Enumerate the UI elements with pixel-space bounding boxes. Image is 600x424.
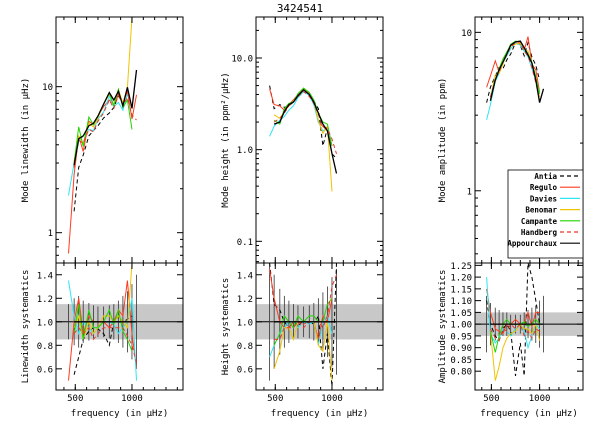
legend-label-benomar: Benomar — [525, 206, 557, 215]
legend-label-davies: Davies — [530, 194, 557, 203]
linewidth-frame — [55, 16, 184, 264]
linewidth-ytick-label: 1 — [48, 229, 53, 239]
height-sys-plot-area — [256, 263, 383, 387]
amplitude-panel: 1 10 Mode amplitude (in ppm) Antia Regulo Dav… — [438, 16, 584, 264]
amplitude-sys-ytick-label: 1.20 — [450, 274, 472, 284]
amplitude-sys-ytick-label: 1.05 — [450, 309, 472, 319]
linewidth-sys-frame — [55, 262, 184, 391]
linewidth-sys-ylabel: Linewidth systematics — [21, 270, 31, 384]
amplitude-sys-ytick-label: 0.80 — [450, 368, 472, 378]
amplitude-plot-area — [486, 36, 545, 121]
linewidth-plot-area — [68, 17, 138, 254]
linewidth-sys-ytick-label: 1.4 — [37, 271, 53, 281]
linewidth-sys-plot-area — [56, 263, 183, 381]
height-series-appourchaux — [273, 88, 338, 174]
amplitude-sys-plot-area — [475, 263, 583, 381]
amplitude-sys-xlabel: frequency (in μHz) — [480, 409, 578, 419]
linewidth-sys-ytick-label: 0.6 — [37, 365, 53, 375]
legend-label-campante: Campante — [521, 217, 558, 226]
height-sys-frame — [255, 262, 384, 391]
amplitude-sys-panel: 0.80 0.85 0.90 0.951.00 1.05 1.10 1.151.20 1.25… — [438, 262, 584, 419]
amplitude-sys-ylabel: Amplitude systematics — [438, 270, 448, 384]
amplitude-series-handberg — [489, 41, 541, 100]
amplitude-sys-ytick-label: 1.10 — [450, 297, 472, 307]
linewidth-panel: 1 10 Mode linewidth (in μHz) — [21, 16, 184, 264]
height-sys-ytick-label: 0.6 — [237, 365, 253, 375]
height-series-handberg — [273, 90, 337, 154]
height-ytick-label: 10.0 — [231, 54, 253, 64]
linewidth-sys-ytick-label: 0.8 — [37, 342, 53, 352]
linewidth-series-appourchaux — [73, 69, 138, 166]
amplitude-ytick-label: 1 — [467, 187, 472, 197]
linewidth-ytick-label: 10 — [42, 83, 53, 93]
legend: Antia Regulo Davies Benomar Campante Handberg… — [507, 169, 584, 259]
height-sys-xtick-label: 500 — [267, 394, 283, 404]
linewidth-ylabel: Mode linewidth (in μHz) — [21, 78, 31, 203]
amplitude-series-appourchaux — [489, 40, 545, 103]
legend-label-antia: Antia — [534, 172, 557, 181]
height-series-benomar — [273, 88, 333, 192]
linewidth-sys-xtick-label: 1000 — [121, 394, 143, 404]
linewidth-series-regulo — [68, 89, 137, 254]
amplitude-sys-ytick-label: 1.00 — [450, 321, 472, 331]
amplitude-series-antia — [486, 40, 541, 103]
linewidth-series-antia — [73, 89, 128, 212]
height-sys-ytick-label: 1.0 — [237, 318, 253, 328]
amplitude-sys-xtick-label: 500 — [483, 394, 499, 404]
amplitude-ylabel: Mode amplitude (in ppm) — [438, 78, 448, 203]
linewidth-sys-xtick-label: 500 — [67, 394, 83, 404]
height-frame — [255, 16, 384, 264]
height-series-campante — [273, 87, 333, 147]
height-ytick-label: 1.0 — [237, 146, 253, 156]
legend-label-handberg: Handberg — [521, 228, 558, 237]
height-sys-xtick-label: 1000 — [321, 394, 343, 404]
linewidth-sys-panel: 0.6 0.8 1.0 1.2 1.4 500 1000 Linewidth systemat… — [21, 262, 184, 419]
amplitude-ytick-label: 10 — [461, 29, 472, 39]
amplitude-sys-ytick-label: 0.85 — [450, 356, 472, 366]
linewidth-series-benomar — [73, 17, 133, 161]
height-sys-ytick-label: 1.2 — [237, 295, 253, 305]
height-sys-ytick-label: 1.4 — [237, 271, 253, 281]
height-plot-area — [269, 85, 338, 192]
amplitude-sys-xtick-label: 1000 — [529, 394, 551, 404]
amplitude-sys-series-handberg — [489, 323, 540, 342]
amplitude-sys-series-benomar — [489, 322, 541, 381]
amplitude-sys-ytick-label: 0.95 — [450, 332, 472, 342]
legend-label-regulo: Regulo — [530, 183, 558, 192]
height-sys-series-regulo — [269, 268, 333, 340]
height-sys-ytick-label: 0.8 — [237, 342, 253, 352]
height-sys-ylabel: Height systematics — [221, 278, 231, 376]
amplitude-sys-frame — [474, 262, 584, 391]
height-sys-series-handberg — [274, 274, 337, 340]
linewidth-sys-series-handberg — [73, 326, 137, 364]
figure-title: 3424541 — [277, 2, 323, 15]
height-sys-xlabel: frequency (in μHz) — [271, 409, 369, 419]
legend-label-appourchaux: Appourchaux — [507, 239, 557, 248]
height-ylabel: Mode height (in ppm²/μHz) — [221, 72, 231, 207]
amplitude-sys-ytick-label: 1.15 — [450, 285, 472, 295]
linewidth-series-handberg — [73, 94, 137, 168]
amplitude-sys-ytick-label: 1.25 — [450, 262, 472, 272]
amplitude-sys-series-antia — [486, 263, 541, 376]
linewidth-sys-xlabel: frequency (in μHz) — [71, 409, 169, 419]
linewidth-sys-ytick-label: 1.0 — [37, 318, 53, 328]
height-series-antia — [269, 85, 337, 159]
height-sys-panel: 0.6 0.8 1.0 1.2 1.4 500 1000 Height systematics… — [221, 262, 384, 419]
linewidth-sys-ytick-label: 1.2 — [37, 295, 53, 305]
height-ytick-label: 0.1 — [237, 238, 253, 248]
amplitude-sys-ytick-label: 0.90 — [450, 344, 472, 354]
